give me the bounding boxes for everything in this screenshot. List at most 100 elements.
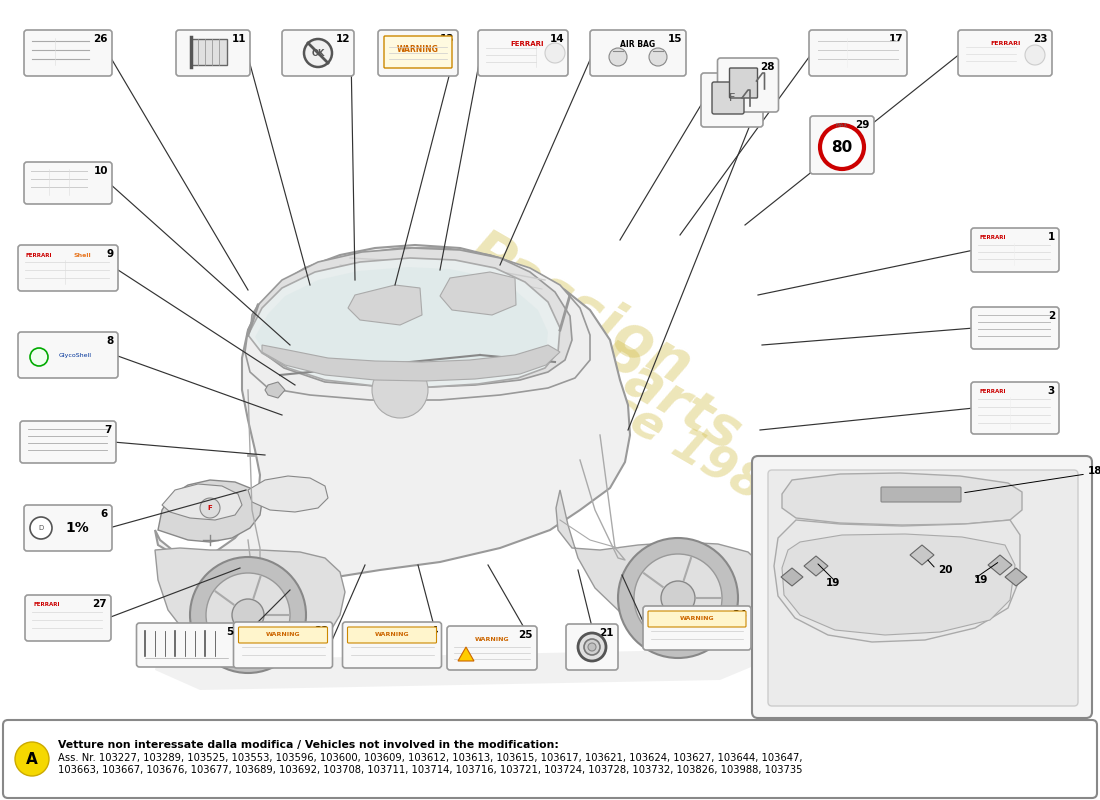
FancyBboxPatch shape xyxy=(18,332,118,378)
Text: F: F xyxy=(729,93,735,103)
Circle shape xyxy=(190,557,306,673)
FancyBboxPatch shape xyxy=(752,456,1092,718)
Polygon shape xyxy=(556,490,772,640)
Text: 18: 18 xyxy=(1088,466,1100,476)
Circle shape xyxy=(232,599,264,631)
Polygon shape xyxy=(782,534,1015,635)
Text: 27: 27 xyxy=(92,599,107,609)
Text: Passion: Passion xyxy=(458,223,702,397)
FancyBboxPatch shape xyxy=(648,611,746,627)
Text: FERRARI: FERRARI xyxy=(26,253,53,258)
Circle shape xyxy=(30,517,52,539)
Text: 29: 29 xyxy=(856,120,870,130)
FancyBboxPatch shape xyxy=(282,30,354,76)
Circle shape xyxy=(588,643,596,651)
Text: FERRARI: FERRARI xyxy=(510,41,543,47)
FancyBboxPatch shape xyxy=(384,36,452,68)
Text: 24: 24 xyxy=(733,610,747,620)
FancyBboxPatch shape xyxy=(958,30,1052,76)
FancyBboxPatch shape xyxy=(729,68,758,98)
FancyBboxPatch shape xyxy=(378,30,458,76)
Text: 11: 11 xyxy=(231,34,246,44)
FancyBboxPatch shape xyxy=(971,307,1059,349)
FancyBboxPatch shape xyxy=(644,606,751,650)
Text: FERRARI: FERRARI xyxy=(990,41,1021,46)
FancyBboxPatch shape xyxy=(24,30,112,76)
Polygon shape xyxy=(248,258,560,387)
Polygon shape xyxy=(804,556,828,576)
Polygon shape xyxy=(248,476,328,512)
Polygon shape xyxy=(458,647,474,661)
Circle shape xyxy=(649,48,667,66)
Polygon shape xyxy=(250,248,572,387)
Text: 9: 9 xyxy=(107,249,114,259)
FancyBboxPatch shape xyxy=(18,245,118,291)
Circle shape xyxy=(584,639,600,655)
Text: 3: 3 xyxy=(1047,386,1055,396)
Text: 26: 26 xyxy=(94,34,108,44)
Text: for Parts: for Parts xyxy=(490,279,750,461)
Text: WARNING: WARNING xyxy=(397,46,439,54)
Circle shape xyxy=(618,538,738,658)
Circle shape xyxy=(200,498,220,518)
Text: 8: 8 xyxy=(107,336,114,346)
FancyBboxPatch shape xyxy=(881,487,961,502)
FancyBboxPatch shape xyxy=(447,626,537,670)
Polygon shape xyxy=(910,545,934,565)
Text: Shell: Shell xyxy=(73,253,90,258)
FancyBboxPatch shape xyxy=(971,382,1059,434)
Polygon shape xyxy=(440,272,516,315)
Text: 15: 15 xyxy=(668,34,682,44)
Text: OK: OK xyxy=(311,49,324,58)
Text: since 1985: since 1985 xyxy=(530,344,800,526)
Text: 5: 5 xyxy=(227,627,233,637)
Polygon shape xyxy=(348,285,422,325)
Text: 80: 80 xyxy=(832,139,852,154)
Text: MAX: MAX xyxy=(836,123,848,128)
FancyBboxPatch shape xyxy=(810,116,875,174)
Polygon shape xyxy=(158,480,262,542)
Text: 21: 21 xyxy=(600,628,614,638)
Polygon shape xyxy=(155,640,780,690)
Circle shape xyxy=(578,633,606,661)
Polygon shape xyxy=(255,267,548,381)
Polygon shape xyxy=(781,568,803,586)
Text: F: F xyxy=(208,505,212,511)
Polygon shape xyxy=(988,555,1012,575)
Text: 1: 1 xyxy=(1047,232,1055,242)
Text: 28: 28 xyxy=(760,62,774,72)
FancyBboxPatch shape xyxy=(590,30,686,76)
FancyBboxPatch shape xyxy=(191,39,227,65)
Text: 12: 12 xyxy=(336,34,350,44)
FancyBboxPatch shape xyxy=(136,623,238,667)
Text: 10: 10 xyxy=(94,166,108,176)
FancyBboxPatch shape xyxy=(712,82,744,114)
FancyBboxPatch shape xyxy=(20,421,115,463)
Text: WARNING: WARNING xyxy=(266,633,300,638)
Text: 1%: 1% xyxy=(65,521,89,535)
Text: WARNING: WARNING xyxy=(680,617,714,622)
Circle shape xyxy=(304,39,332,67)
Text: 25: 25 xyxy=(518,630,534,640)
Text: D: D xyxy=(39,525,44,531)
Polygon shape xyxy=(782,473,1022,525)
Polygon shape xyxy=(162,484,242,520)
Text: GlycoShell: GlycoShell xyxy=(59,353,92,358)
Circle shape xyxy=(1025,45,1045,65)
Polygon shape xyxy=(774,520,1020,642)
FancyBboxPatch shape xyxy=(768,470,1078,706)
Text: 23: 23 xyxy=(1034,34,1048,44)
Text: 13: 13 xyxy=(440,34,454,44)
Polygon shape xyxy=(1005,568,1027,586)
Text: 103663, 103667, 103676, 103677, 103689, 103692, 103708, 103711, 103714, 103716, : 103663, 103667, 103676, 103677, 103689, … xyxy=(58,765,803,775)
FancyBboxPatch shape xyxy=(348,627,437,643)
Text: 2: 2 xyxy=(1047,311,1055,321)
Text: A: A xyxy=(26,751,37,766)
FancyBboxPatch shape xyxy=(717,58,779,112)
Text: FERRARI: FERRARI xyxy=(979,235,1005,240)
FancyBboxPatch shape xyxy=(478,30,568,76)
Text: 20: 20 xyxy=(938,565,953,575)
FancyBboxPatch shape xyxy=(176,30,250,76)
Text: WARNING: WARNING xyxy=(475,637,509,642)
Text: 7: 7 xyxy=(104,425,112,435)
